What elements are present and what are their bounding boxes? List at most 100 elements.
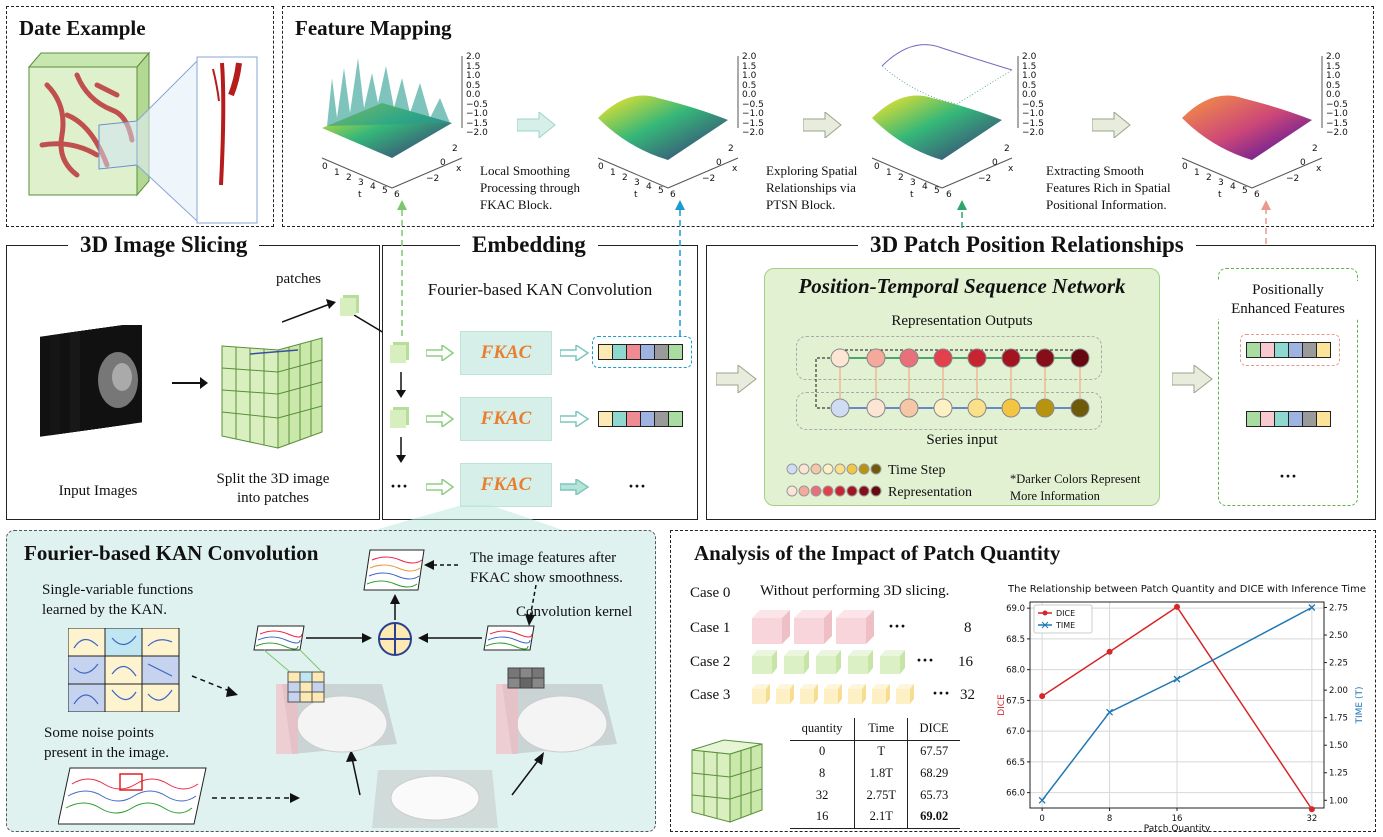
- arrow-to-grid: [172, 377, 208, 389]
- analysis-panel: [670, 530, 1376, 832]
- surface-plot-4: [1181, 56, 1323, 189]
- arrow-to-fkac-3: [426, 479, 454, 495]
- z-ticks-4: 2.0 1.5 1.0 0.5 0.0 −0.5 −1.0 −1.5 −2.0: [1326, 52, 1348, 138]
- y-tick-label: 67.0: [1006, 727, 1025, 737]
- surface-plot-2: [597, 56, 739, 189]
- analysis-title: Analysis of the Impact of Patch Quantity: [694, 541, 1061, 565]
- mapping-arrow-2: [803, 112, 842, 138]
- step-2-text: Exploring Spatial Relationships via PTSN B…: [766, 163, 858, 212]
- case-3-count: 32: [960, 687, 975, 703]
- legend-label-time: TIME: [1055, 621, 1075, 630]
- case-2-label: Case 2: [690, 654, 731, 670]
- single-variable-text: Single-variable functions learned by the …: [42, 582, 194, 618]
- case-2-cubes: [752, 650, 905, 674]
- case-2-ellipsis: ···: [916, 650, 935, 670]
- surface-plot-3: [871, 44, 1019, 189]
- smoothness-text: The image features after FKAC show smooth…: [470, 550, 623, 586]
- data-point-time: [1106, 708, 1114, 716]
- kan-function-grid: [68, 628, 180, 712]
- base-ct-slice: [372, 770, 498, 828]
- date-example-title: Date Example: [19, 16, 146, 40]
- y-tick-label: 67.5: [1006, 696, 1025, 706]
- table-header-quantity: quantity: [790, 718, 855, 741]
- feature-vector-2: [598, 411, 683, 427]
- conv-scene-left: [253, 625, 397, 754]
- axis-labels-2: 0 1 2 3 4 5 6 t 2 0 −2 x: [598, 144, 738, 200]
- y2-tick-label: 2.75: [1329, 604, 1348, 614]
- arrow-to-patch: [282, 299, 336, 323]
- patches-label: patches: [276, 271, 321, 287]
- y2-tick-label: 1.50: [1329, 741, 1348, 751]
- y-tick-label: 69.0: [1006, 604, 1025, 614]
- patch-relationships-title: 3D Patch Position Relationships: [858, 232, 1196, 258]
- down-arrow-1: [396, 372, 406, 398]
- legend-box: [1033, 604, 1093, 634]
- conv-scene-right: [483, 625, 617, 754]
- y-tick-label: 68.5: [1006, 635, 1025, 645]
- case-2-count: 16: [958, 654, 973, 670]
- axis-labels-4: 0 1 2 3 4 5 6 t 2 0 −2 x: [1182, 144, 1322, 200]
- split-label: Split the 3D image into patches: [216, 471, 330, 506]
- y2-tick-label: 2.25: [1329, 659, 1348, 669]
- legend-representation: Representation: [888, 485, 972, 500]
- y-tick-label: 68.0: [1006, 666, 1025, 676]
- arrow-to-fkac-1: [426, 345, 454, 361]
- step-3-text: Extracting Smooth Features Rich in Spatia…: [1046, 163, 1171, 212]
- table-header-dice: DICE: [907, 718, 960, 741]
- ptsn-sequence: [815, 348, 1090, 418]
- z-ticks-2: 2.0 1.5 1.0 0.5 0.0 −0.5 −1.0 −1.5 −2.0: [742, 52, 764, 138]
- y2-tick-label: 2.00: [1329, 686, 1348, 696]
- feature-vector-1: [598, 344, 683, 360]
- patch-cube-2: [390, 410, 406, 428]
- representation-outputs-label: Representation Outputs: [891, 313, 1033, 329]
- fkac-detail-title: Fourier-based KAN Convolution: [24, 541, 319, 565]
- fkac-block-2: FKAC: [460, 397, 552, 441]
- arrow-to-enhanced: [1172, 365, 1213, 393]
- case-1-ellipsis: ···: [888, 616, 907, 636]
- inputs-row-frame: [796, 392, 1102, 430]
- fkac-block-3: FKAC: [460, 463, 552, 507]
- feature-mapping-title: Feature Mapping: [295, 16, 452, 40]
- series-line-time: [1041, 606, 1313, 801]
- case-3-cubes: [752, 684, 914, 704]
- x-tick-label: 16: [1172, 814, 1183, 824]
- z-ticks-1: 2.0 1.5 1.0 0.5 0.0 −0.5 −1.0 −1.5 −2.0: [466, 52, 488, 138]
- case-1-label: Case 1: [690, 620, 731, 636]
- table-header-time: Time: [854, 718, 908, 741]
- ptsn-title: Position-Temporal Sequence Network: [798, 274, 1126, 298]
- y-axis-label: DICE: [997, 694, 1007, 716]
- data-point-time: [1038, 796, 1046, 804]
- case-0-label: Case 0: [690, 585, 731, 601]
- x-tick-label: 32: [1306, 814, 1317, 824]
- enhanced-vector-1: [1246, 342, 1331, 358]
- darker-colors-note: *Darker Colors Represent More Information: [1010, 472, 1141, 503]
- x-axis-label: Patch Quantity: [1144, 824, 1211, 832]
- arrow-from-fkac-1: [560, 345, 590, 361]
- axis-labels-3: 0 1 2 3 4 5 6 t 2 0 −2 x: [874, 144, 1014, 200]
- patch-grid-volume: [221, 337, 323, 449]
- noise-text: Some noise points present in the image.: [44, 725, 169, 761]
- x-tick-label: 8: [1107, 814, 1112, 824]
- ct-slice-stack: [40, 325, 142, 437]
- embedding-ellipsis-left: ···: [390, 476, 409, 496]
- data-point-dice: [1039, 693, 1046, 700]
- y2-tick-label: 1.75: [1329, 714, 1348, 724]
- enhanced-highlight-box: [1240, 334, 1340, 366]
- patch-cube-icon: [340, 298, 356, 316]
- data-point-time: [1308, 604, 1316, 611]
- patch-quantity-table: quantity Time DICE 0 T 67.57 8 1.8T 68.29 32…: [790, 718, 960, 829]
- arrow-from-fkac-3: [560, 479, 590, 495]
- table-row: 32 2.75T 65.73: [790, 784, 960, 806]
- arrow-from-fkac-2: [560, 411, 590, 427]
- y-tick-label: 66.0: [1006, 789, 1025, 799]
- case-3-ellipsis: ···: [932, 683, 951, 703]
- y2-axis-label: TIME (T): [1355, 687, 1365, 725]
- slice-grid-icon: [691, 739, 763, 823]
- embedding-ellipsis-right: ···: [628, 476, 647, 496]
- image-slicing-title: 3D Image Slicing: [68, 232, 260, 258]
- table-row: 16 2.1T 69.02: [790, 806, 960, 829]
- mapping-arrow-1: [517, 112, 556, 138]
- x-tick-label: 0: [1039, 814, 1044, 824]
- enhanced-features-label: Positionally Enhanced Features: [1218, 281, 1358, 319]
